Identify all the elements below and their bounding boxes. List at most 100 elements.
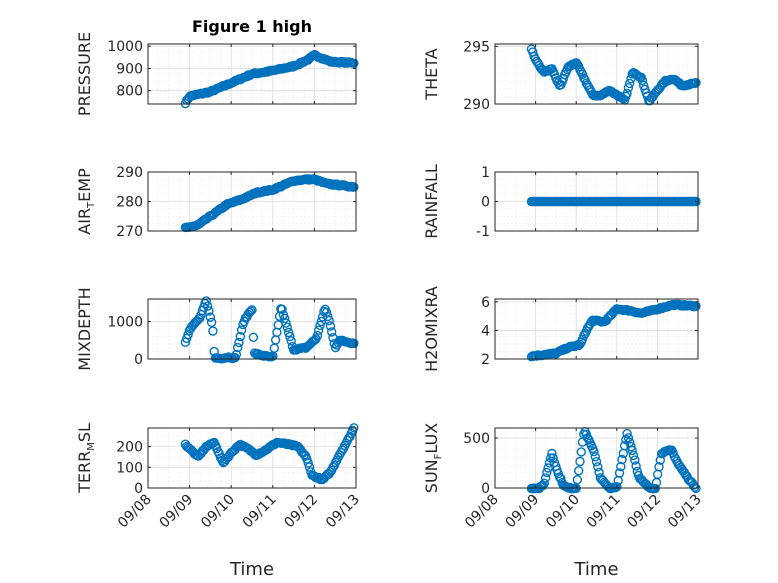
x-axis-label: Time xyxy=(229,559,274,580)
data-point xyxy=(690,482,700,492)
data-point xyxy=(206,317,217,327)
axes-box xyxy=(147,427,357,489)
data-point xyxy=(277,304,287,314)
series-air_temp xyxy=(180,174,359,233)
series-theta xyxy=(526,44,701,106)
data-point xyxy=(323,311,333,322)
data-point xyxy=(691,196,701,207)
x-axis-label: Time xyxy=(573,559,618,580)
y-tick-label: -1 xyxy=(476,224,490,240)
data-point xyxy=(245,306,256,316)
data-point xyxy=(204,306,214,316)
axes-box xyxy=(494,427,699,489)
data-point xyxy=(622,428,632,439)
data-point xyxy=(327,327,337,337)
y-tick-label: 900 xyxy=(116,61,143,77)
y-tick-label: 290 xyxy=(463,97,490,113)
data-point xyxy=(315,320,325,331)
data-point xyxy=(582,433,593,443)
data-point xyxy=(540,473,551,483)
x-tick-label: 09/09 xyxy=(503,492,543,532)
y-tick-label: 500 xyxy=(463,431,490,447)
data-point xyxy=(208,326,218,336)
data-point xyxy=(234,337,244,348)
data-point xyxy=(183,329,193,340)
axes-box xyxy=(147,298,357,360)
data-point xyxy=(349,182,359,192)
data-point xyxy=(201,296,212,306)
y-tick-label: 280 xyxy=(116,195,143,211)
y-tick-label: 295 xyxy=(463,39,490,55)
data-point xyxy=(315,474,325,485)
data-point xyxy=(589,446,599,457)
data-point xyxy=(312,330,323,341)
data-point xyxy=(575,456,585,467)
data-point xyxy=(248,332,259,342)
data-point xyxy=(202,301,213,311)
data-point xyxy=(548,453,558,463)
axes-sun_flux: 500 0 SUNFLUX 09/08 09/09 09/10 09/11 09/12 09/1… xyxy=(422,423,705,580)
y-tick-label: 1000 xyxy=(107,39,143,55)
data-point xyxy=(273,320,283,330)
axes-pressure: 1000 900 800 PRESSURE Figure 1 high xyxy=(75,17,359,116)
series-rainfall xyxy=(526,196,701,207)
y-tick-label: 4 xyxy=(481,323,490,339)
y-axis-label: TERRMSL xyxy=(75,423,97,494)
data-point xyxy=(590,452,600,462)
x-tick-label: 09/12 xyxy=(281,492,321,532)
data-point xyxy=(572,475,583,485)
y-tick-label: 0 xyxy=(134,352,143,368)
data-point xyxy=(628,450,639,461)
x-tick-label: 09/11 xyxy=(584,492,624,532)
data-point xyxy=(654,462,664,472)
y-axis-label: RAINFALL xyxy=(422,164,441,239)
data-point xyxy=(324,315,334,326)
data-point xyxy=(286,336,296,346)
axes-box xyxy=(147,43,357,105)
data-point xyxy=(575,65,585,75)
data-point xyxy=(244,307,255,318)
x-tick-label: 09/11 xyxy=(240,492,280,532)
data-point xyxy=(650,483,660,494)
series-h2omixra xyxy=(526,299,701,362)
data-point xyxy=(547,448,557,459)
y-axis-label: AIRTEMP xyxy=(75,168,97,235)
data-point xyxy=(593,462,603,472)
y-tick-label: 2 xyxy=(481,352,490,368)
data-point xyxy=(330,457,341,468)
data-point xyxy=(691,77,701,88)
data-point xyxy=(623,82,634,93)
axes-terr_msl: 200 100 0 TERRMSL 09/08 09/09 09/10 09/11 09/12 0… xyxy=(75,423,363,580)
data-point xyxy=(579,73,589,83)
data-point xyxy=(575,339,585,349)
data-point xyxy=(637,75,648,86)
data-point xyxy=(349,338,359,349)
data-point xyxy=(539,478,549,488)
y-tick-label: 270 xyxy=(116,224,143,240)
y-tick-label: 1 xyxy=(481,165,490,181)
axes-rainfall: 1 0 -1 RAINFALL xyxy=(422,164,701,240)
data-point xyxy=(328,462,338,472)
data-point xyxy=(542,467,552,478)
data-point xyxy=(193,314,204,324)
x-tick-label: 09/08 xyxy=(462,492,502,532)
axes-air_temp: 290 280 270 AIRTEMP xyxy=(75,165,359,240)
data-point xyxy=(302,454,312,464)
data-point xyxy=(247,305,257,315)
axes-box xyxy=(494,43,699,105)
data-point xyxy=(281,318,291,328)
data-point xyxy=(688,480,699,490)
data-point xyxy=(337,445,347,455)
y-tick-label: 0 xyxy=(481,481,490,497)
data-point xyxy=(591,457,602,467)
data-point xyxy=(321,307,332,317)
y-tick-label: 290 xyxy=(116,165,143,181)
x-tick-label: 09/13 xyxy=(323,492,363,532)
series-terr_msl xyxy=(180,423,359,485)
data-point xyxy=(280,313,290,324)
y-axis-label: H2OMIXRA xyxy=(422,286,441,372)
data-point xyxy=(232,342,243,353)
y-axis-label: PRESSURE xyxy=(75,32,94,116)
data-point xyxy=(625,78,635,89)
